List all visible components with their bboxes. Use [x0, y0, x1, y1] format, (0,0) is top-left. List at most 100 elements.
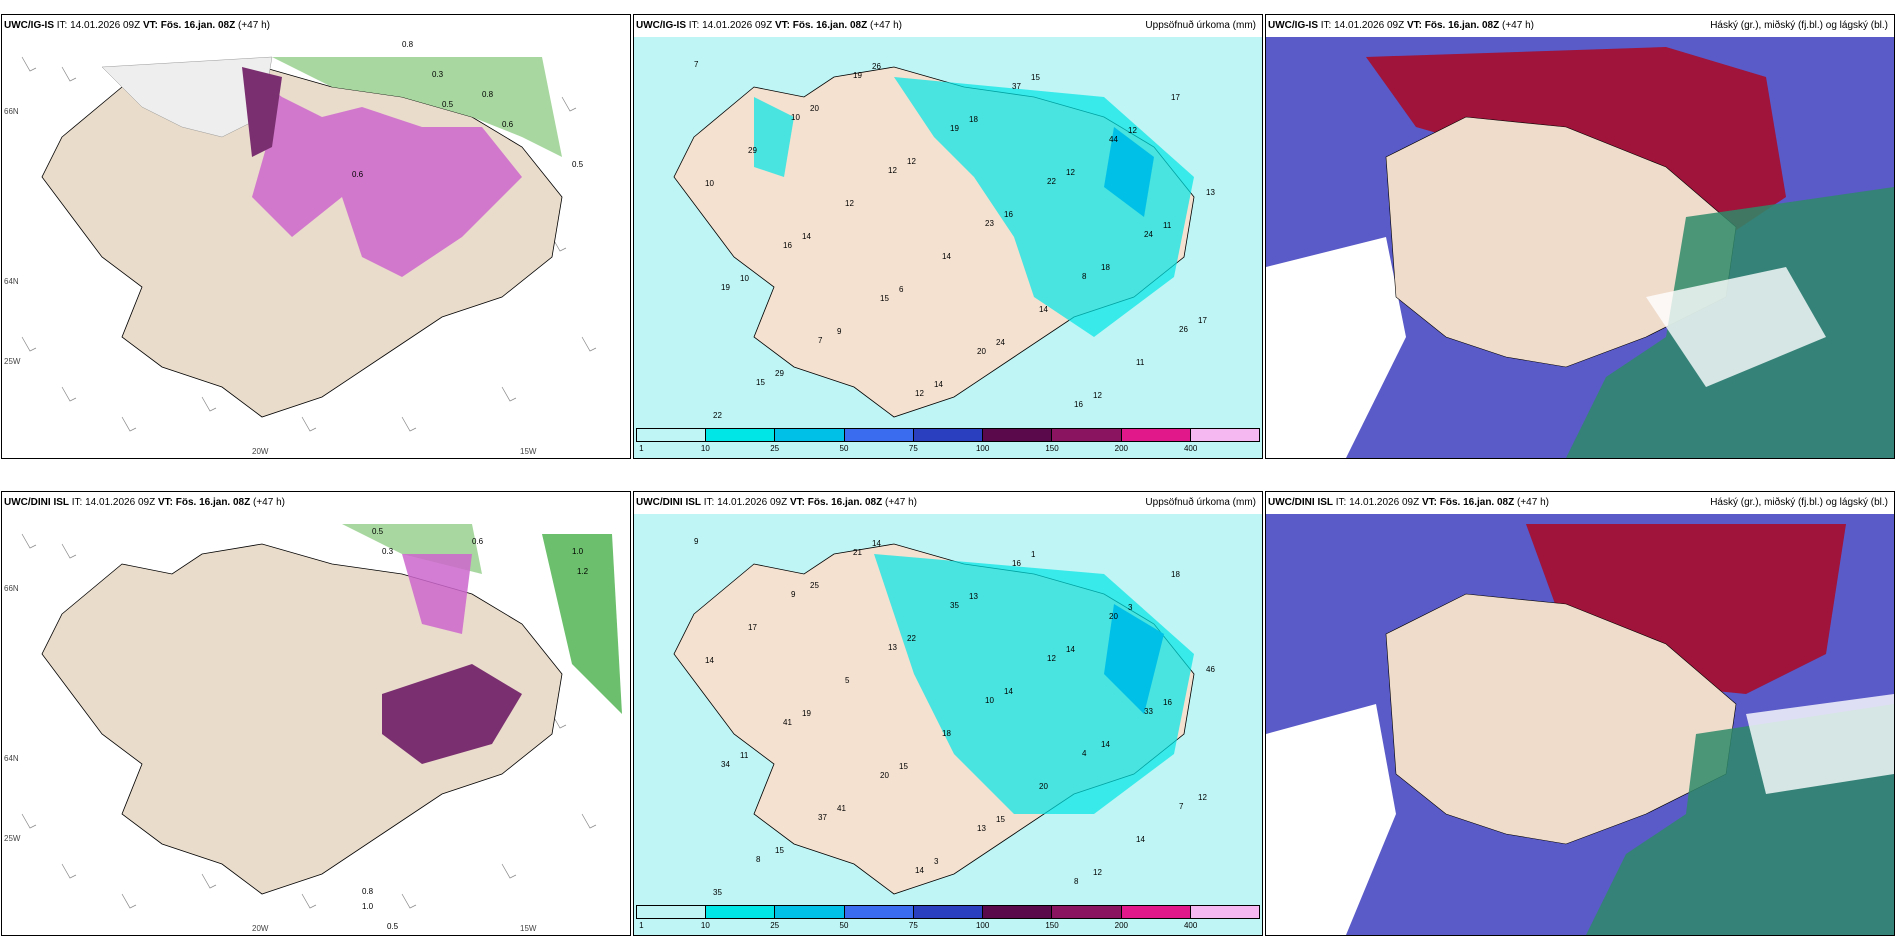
precip-value: 3	[1128, 603, 1133, 612]
precip-value: 34	[721, 760, 730, 769]
wind-barbs	[21, 56, 597, 432]
svg-text:0.6: 0.6	[502, 120, 514, 129]
colorbar-swatch	[844, 906, 914, 918]
precip-value: 26	[872, 62, 881, 71]
precip-value: 18	[1101, 263, 1110, 272]
colorbar-tick: 400	[1183, 921, 1198, 930]
precip-value: 9	[791, 590, 796, 599]
precip-value: 12	[1128, 126, 1137, 135]
mid-cloud-white	[1646, 267, 1826, 387]
precip-value: 12	[888, 166, 897, 175]
wind-precip-map: 0.5 0.3 0.6 1.0 1.2 0.8 1.0 0.5 66N 64N …	[2, 514, 630, 935]
colorbar-tick: 50	[839, 444, 849, 453]
colorbar-tick: 150	[1045, 921, 1059, 930]
precip-value: 11	[740, 751, 749, 760]
precip-value: 17	[1171, 93, 1180, 102]
precip-value: 19	[802, 709, 811, 718]
precip-value: 29	[748, 146, 757, 155]
colorbar-tick: 200	[1114, 444, 1129, 453]
precip-value: 20	[880, 771, 889, 780]
precip-value: 19	[721, 283, 730, 292]
model-name: UWC/IG-IS	[1268, 20, 1318, 31]
precip-value: 22	[713, 411, 722, 420]
precip-value: 15	[756, 378, 765, 387]
panel-header: UWC/DINI ISL IT: 14.01.2026 09Z VT: Fös.…	[636, 494, 1256, 512]
precip-value: 9	[694, 537, 699, 546]
svg-text:0.8: 0.8	[482, 90, 494, 99]
svg-text:0.8: 0.8	[362, 887, 374, 896]
precip-value: 19	[950, 124, 959, 133]
precip-value: 15	[775, 846, 784, 855]
colorbar-tick: 25	[770, 444, 780, 453]
precip-value: 35	[713, 888, 722, 897]
precip-value: 14	[802, 232, 811, 241]
precip-colorbar: 1 10 25 50 75 100 150 200 400	[636, 428, 1260, 456]
precip-value: 37	[1012, 82, 1021, 91]
precip-value: 16	[1163, 698, 1172, 707]
wind-barbs	[21, 533, 597, 909]
precip-value: 18	[1171, 570, 1180, 579]
colorbar-swatch	[983, 906, 1053, 918]
precip-value: 12	[915, 389, 924, 398]
precip-value: 14	[872, 539, 881, 548]
mid-cloud-white	[1746, 694, 1894, 794]
colorbar-swatch	[913, 429, 984, 441]
colorbar-swatch	[983, 429, 1053, 441]
wind-precip-map: 0.8 0.3 0.5 0.8 0.6 0.5 0.6 66N 64N 25W …	[2, 37, 630, 458]
cloud-cover-map	[1266, 514, 1894, 935]
precip-value: 35	[950, 601, 959, 610]
svg-text:1.2: 1.2	[577, 567, 589, 576]
precip-title: Uppsöfnuð úrkoma (mm)	[1145, 20, 1256, 31]
precip-value: 41	[783, 718, 792, 727]
precip-value: 13	[1206, 188, 1215, 197]
precip-value: 37	[818, 813, 827, 822]
colorbar-tick: 100	[975, 444, 990, 453]
precip-value: 22	[907, 634, 916, 643]
precip-value: 46	[1206, 665, 1215, 674]
precip-value: 21	[853, 548, 862, 557]
precip-value: 16	[1074, 400, 1083, 409]
svg-text:0.5: 0.5	[372, 527, 384, 536]
svg-text:0.5: 0.5	[572, 160, 584, 169]
model-name: UWC/IG-IS	[636, 20, 686, 31]
colorbar-tick: 200	[1114, 921, 1129, 930]
precip-value: 8	[1074, 877, 1079, 886]
colorbar-swatch	[775, 906, 845, 918]
svg-text:0.8: 0.8	[402, 40, 414, 49]
cloud-cover-map	[1266, 37, 1894, 458]
accumulated-precip-map: 7 10 12 23 8 26 15 19 19 22 24 19 7 12 37 44 13 16 15 20 16 1…	[634, 37, 1262, 458]
model-name: UWC/DINI ISL	[636, 497, 701, 508]
colorbar-tick: 400	[1183, 444, 1198, 453]
precip-value: 18	[969, 115, 978, 124]
precip-value: 15	[880, 294, 889, 303]
cloud-map-panel-ig: UWC/IG-IS IT: 14.01.2026 09Z VT: Fös. 16…	[1265, 14, 1895, 459]
model-name: UWC/DINI ISL	[1268, 497, 1333, 508]
clear-white	[1266, 704, 1396, 935]
precip-value: 10	[791, 113, 800, 122]
precip-value-labels: 7 10 12 23 8 26 15 19 19 22 24 19 7 12 37 44 13 16 15 20 16 1…	[694, 60, 1215, 420]
colorbar-tick: 75	[908, 921, 918, 930]
colorbar-tick: 1	[639, 444, 644, 453]
green-precip	[272, 57, 562, 157]
svg-text:1.0: 1.0	[572, 547, 584, 556]
precip-value: 8	[756, 855, 761, 864]
wind-map-panel-ig: UWC/IG-IS IT: 14.01.2026 09Z VT: Fös. 16…	[1, 14, 631, 459]
accumulated-precip-map: 9 9 13 10 4 7 8 21 35 12 33 34 37 14 16 20 46 41 20 13 8 18 17…	[634, 514, 1262, 935]
precip-value: 19	[853, 71, 862, 80]
precip-value: 13	[977, 824, 986, 833]
precip-value: 12	[907, 157, 916, 166]
precip-value: 11	[1163, 221, 1172, 230]
precip-value: 12	[1047, 654, 1056, 663]
precip-value: 11	[1136, 358, 1145, 367]
precip-value: 26	[1179, 325, 1188, 334]
precip-value: 29	[775, 369, 784, 378]
lead-time: (+47 h)	[238, 20, 270, 31]
precip-value: 12	[1066, 168, 1075, 177]
panel-header: UWC/DINI ISL IT: 14.01.2026 09Z VT: Fös.…	[1268, 494, 1888, 512]
precip-value: 20	[810, 104, 819, 113]
colorbar-swatch	[637, 906, 707, 918]
precip-25-50	[1104, 127, 1154, 217]
colorbar-tick: 100	[975, 921, 990, 930]
colorbar-swatch	[706, 906, 776, 918]
precip-value: 17	[1198, 316, 1207, 325]
